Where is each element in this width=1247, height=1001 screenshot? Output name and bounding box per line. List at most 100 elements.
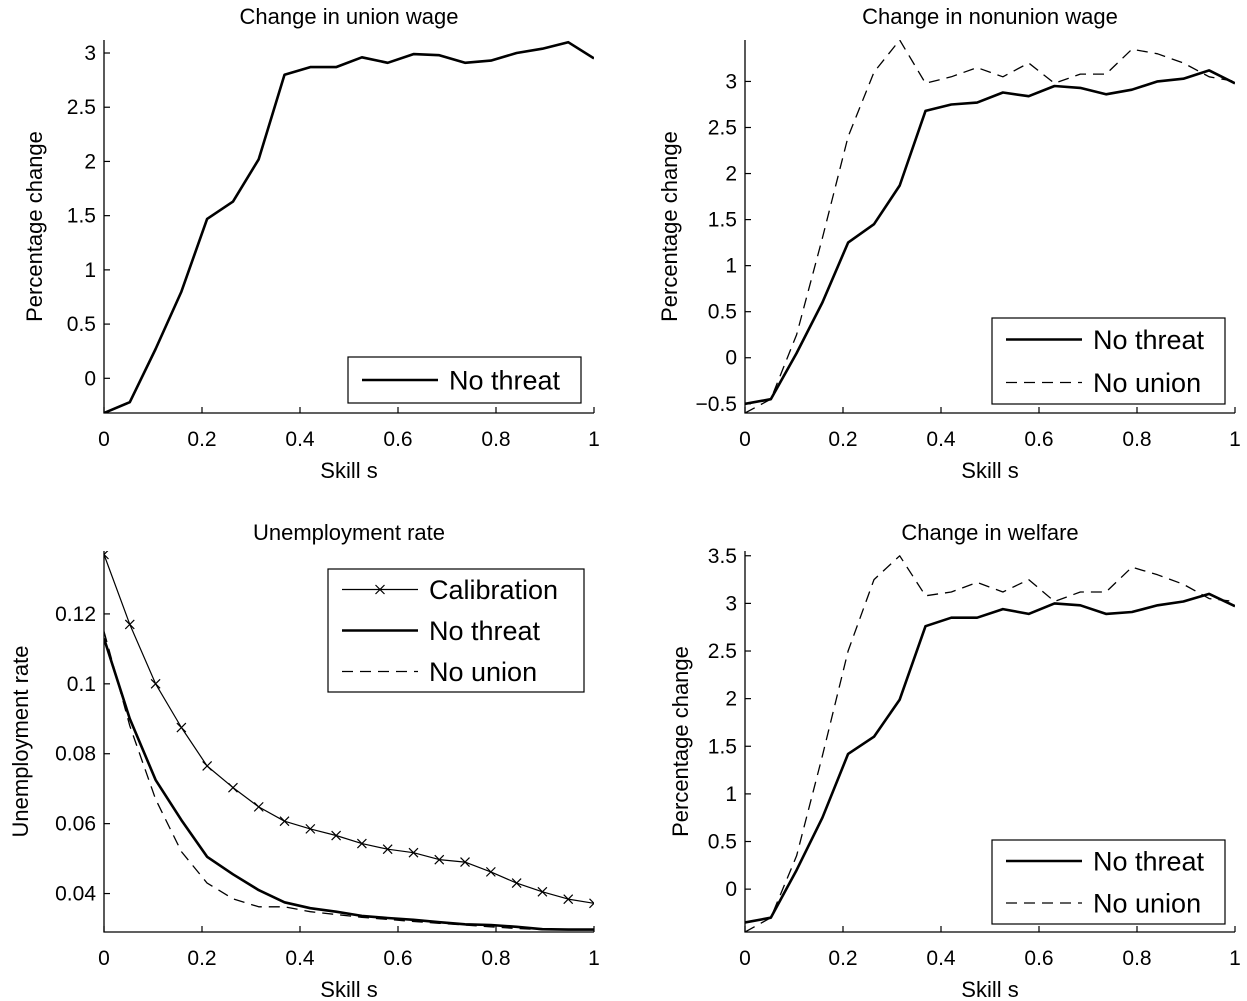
series-line-no-threat: [104, 40, 594, 413]
chart-panel-4: Change in welfare 0 0.2 0.4 0.6 0.8 1 0 0.5 1 1.5 2…: [668, 520, 1241, 1001]
y-tick-label: 2.5: [708, 640, 737, 663]
y-tick-label: 2: [725, 688, 737, 711]
x-tick-label: 0.6: [383, 428, 412, 451]
data-point-marker: [382, 844, 393, 855]
data-point-marker: [202, 761, 213, 771]
series-line-no-union: [104, 631, 594, 931]
y-tick-label: 3.5: [708, 545, 737, 568]
x-tick-label: 0.4: [285, 947, 315, 970]
x-tick-label: 0.6: [1024, 947, 1053, 970]
data-point-marker: [356, 838, 367, 849]
x-axis-label: Skill s: [320, 977, 377, 1001]
series-line-no-union: [745, 555, 1235, 932]
y-tick-label: 0.5: [708, 301, 737, 324]
x-axis-label: Skill s: [961, 977, 1018, 1001]
data-point-marker: [537, 886, 548, 897]
legend-label: No union: [429, 657, 537, 687]
x-axis-label: Skill s: [320, 458, 377, 483]
y-tick-label: 0.04: [55, 883, 96, 906]
y-tick-label: 0.1: [67, 673, 96, 696]
data-point-marker: [176, 722, 187, 733]
chart-panel-2: Change in nonunion wage 0 0.2 0.4 0.6 0.8 1 −0.…: [657, 4, 1241, 483]
y-tick-label: 1.5: [708, 735, 737, 758]
series-line-no-union: [745, 40, 1235, 413]
x-tick-label: 1: [1229, 428, 1241, 451]
y-tick-label: 3: [725, 70, 737, 93]
y-tick-label: 0.06: [55, 813, 96, 836]
data-point-marker: [331, 830, 342, 841]
plot-area: [104, 40, 594, 413]
data-point-marker: [563, 894, 574, 905]
chart-title: Change in welfare: [901, 520, 1078, 545]
x-tick-label: 0.6: [383, 947, 412, 970]
y-tick-label: 0: [725, 878, 737, 901]
y-tick-label: 1.5: [67, 205, 96, 228]
x-tick-label: 0.4: [926, 947, 956, 970]
series-line-no-threat: [745, 592, 1235, 924]
chart-panel-1: Change in union wage 0 0.2 0.4 0.6 0.8 1 0 0.5 1 1…: [22, 4, 600, 483]
x-tick-label: 0: [739, 428, 751, 451]
series-line-calibration: [104, 554, 594, 904]
x-tick-label: 1: [1229, 947, 1241, 970]
x-tick-label: 0.8: [1122, 947, 1151, 970]
data-point-marker: [150, 678, 161, 689]
y-tick-label: 0.12: [55, 603, 96, 626]
chart-title: Unemployment rate: [253, 520, 445, 545]
data-point-marker: [124, 619, 135, 630]
chart-panel-3: Unemployment rate 0 0.2 0.4 0.6 0.8 1 0.04 0.06 0…: [8, 520, 600, 1001]
y-tick-label: 3: [725, 592, 737, 615]
data-point-marker: [460, 857, 470, 868]
y-tick-label: 1: [84, 259, 96, 282]
data-point-marker: [228, 782, 238, 793]
y-tick-label: 3: [84, 42, 96, 65]
y-tick-label: 2: [725, 163, 737, 186]
y-tick-label: −0.5: [696, 393, 737, 416]
x-tick-label: 0.2: [828, 947, 857, 970]
y-tick-label: 0: [84, 367, 96, 390]
x-tick-label: 0.8: [1122, 428, 1151, 451]
data-point-marker: [408, 847, 419, 858]
series-line-no-threat: [104, 638, 594, 931]
data-point-marker: [589, 898, 594, 909]
x-tick-label: 0: [98, 947, 110, 970]
x-tick-label: 0: [98, 428, 110, 451]
x-tick-label: 0.4: [926, 428, 956, 451]
data-point-marker: [485, 866, 496, 877]
legend-label: Calibration: [429, 575, 558, 605]
x-tick-label: 1: [588, 947, 600, 970]
legend-label: No threat: [449, 366, 561, 396]
legend-box: [991, 839, 1226, 925]
legend: No threat: [347, 356, 582, 404]
x-tick-label: 0.6: [1024, 428, 1053, 451]
legend: No threat No union: [991, 839, 1226, 925]
plot-area: [104, 551, 594, 931]
x-tick-label: 0.2: [187, 428, 216, 451]
data-point-marker: [104, 551, 109, 560]
legend-label: No union: [1093, 368, 1201, 398]
data-point-marker: [511, 878, 522, 888]
y-axis-label: Percentage change: [22, 131, 47, 322]
legend-label: No threat: [429, 616, 541, 646]
chart-title: Change in union wage: [240, 4, 459, 29]
legend-marker: [375, 584, 385, 595]
y-tick-label: 1: [725, 255, 737, 278]
plot-area: [745, 555, 1235, 932]
legend: No threat No union: [991, 317, 1226, 405]
x-axis-label: Skill s: [961, 458, 1018, 483]
y-axis-label: Percentage change: [668, 646, 693, 837]
y-tick-label: 0.08: [55, 743, 96, 766]
x-tick-label: 0.4: [285, 428, 315, 451]
x-tick-label: 0.2: [828, 428, 857, 451]
y-tick-label: 0.5: [708, 831, 737, 854]
y-tick-label: 0: [725, 347, 737, 370]
y-tick-label: 2: [84, 150, 96, 173]
x-tick-label: 0.8: [481, 428, 510, 451]
data-point-marker: [253, 801, 264, 812]
plot-area: [745, 40, 1235, 413]
legend-label: No threat: [1093, 325, 1205, 355]
y-axis-label: Unemployment rate: [8, 646, 33, 838]
series-line-no-threat: [745, 69, 1235, 406]
legend-label: No threat: [1093, 847, 1205, 877]
x-tick-label: 0: [739, 947, 751, 970]
